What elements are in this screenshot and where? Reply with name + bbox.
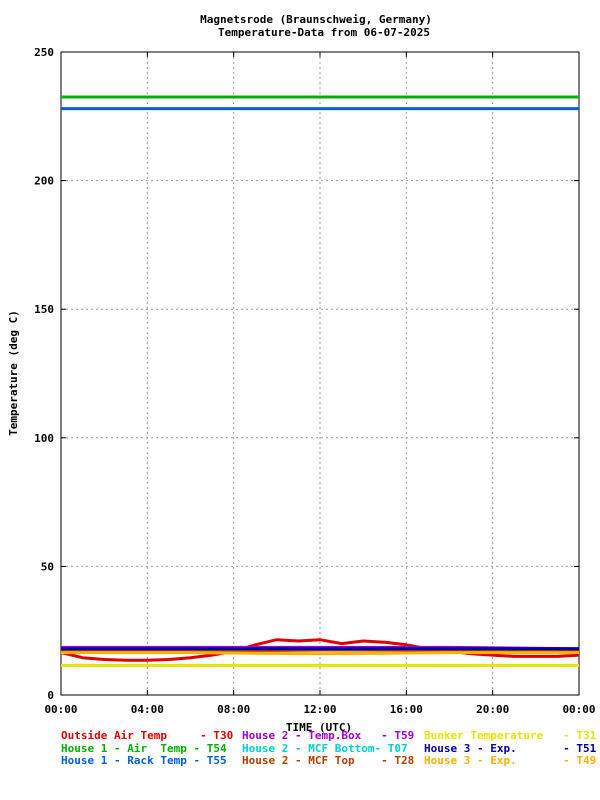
legend-entry: House 1 - Air Temp - T54 [61, 742, 227, 755]
series-line-1 [60, 638, 580, 662]
legend-entry: Outside Air Temp - T30 [61, 729, 233, 742]
y-tick-label: 200 [34, 175, 54, 188]
x-tick-label: 04:00 [131, 703, 164, 716]
y-tick-label: 50 [41, 560, 54, 573]
chart-title: Magnetsrode (Braunschweig, Germany) [200, 13, 432, 26]
legend-entry: House 2 - MCF Bottom- T07 [242, 742, 408, 755]
x-tick-label: 20:00 [476, 703, 509, 716]
series-line-9 [61, 651, 579, 656]
axis-ticks: 00:00 04:00 08:00 12:00 16:00 20:00 00:0005010… [34, 46, 595, 716]
legend-entry: Bunker Temperature - T31 [424, 729, 597, 742]
y-tick-label: 150 [34, 303, 54, 316]
y-tick-label: 100 [34, 432, 54, 445]
legend-entry: House 1 - Rack Temp - T55 [61, 754, 227, 767]
x-tick-label: 12:00 [303, 703, 336, 716]
x-tick-label: 00:00 [562, 703, 595, 716]
y-tick-label: 0 [47, 689, 54, 702]
series-lines [60, 95, 580, 667]
legend-entry: House 3 - Exp. - T51 [424, 742, 597, 755]
x-tick-label: 00:00 [44, 703, 77, 716]
y-tick-label: 250 [34, 46, 54, 59]
grid-lines [61, 52, 579, 695]
x-tick-label: 16:00 [390, 703, 423, 716]
y-axis-label: Temperature (deg C) [7, 310, 20, 436]
chart-subtitle: Temperature-Data from 06-07-2025 [218, 26, 430, 39]
legend-entry: House 2 - MCF Top - T28 [242, 754, 414, 767]
legend-entry: House 2 - Temp.Box - T59 [242, 729, 414, 742]
x-tick-label: 08:00 [217, 703, 250, 716]
x-axis-label: TIME (UTC) [286, 721, 352, 734]
legend-entry: House 3 - Exp. - T49 [424, 754, 596, 767]
